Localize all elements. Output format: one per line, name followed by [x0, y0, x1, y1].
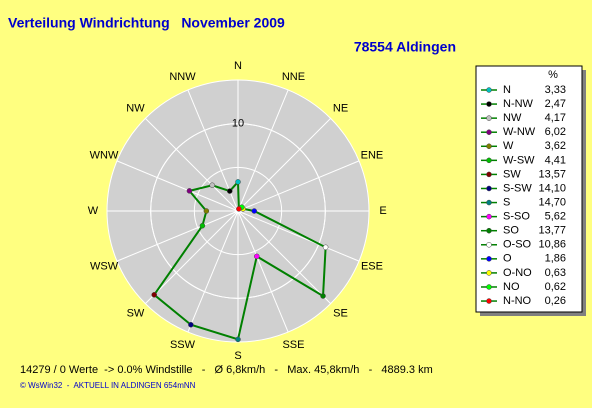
legend-value: 14,70	[538, 196, 566, 208]
chart-subtitle: 78554 Aldingen	[354, 39, 456, 55]
direction-label: SW	[127, 307, 145, 319]
grid-spoke	[237, 210, 289, 333]
legend-marker	[486, 101, 492, 107]
direction-label: W	[88, 205, 99, 217]
legend-label: SO	[503, 225, 519, 237]
direction-label: SE	[333, 307, 348, 319]
direction-label: ENE	[361, 149, 384, 161]
direction-label: NNW	[169, 71, 196, 83]
legend-value: 0,62	[545, 281, 566, 293]
data-point	[236, 206, 242, 212]
legend-label: S	[503, 196, 510, 208]
legend-value: 0,26	[545, 295, 566, 307]
legend-label: NW	[503, 112, 522, 124]
legend-marker	[486, 227, 492, 234]
data-point	[254, 253, 260, 260]
grid-spoke	[116, 210, 239, 262]
data-point	[151, 292, 157, 298]
legend-label: W	[503, 140, 514, 152]
legend-marker	[486, 157, 492, 164]
legend-marker	[486, 256, 492, 262]
r-tick-label: 10	[232, 118, 244, 130]
data-point	[188, 322, 194, 328]
data-point	[226, 188, 233, 194]
legend-value: 13,77	[538, 225, 566, 237]
grid-spoke	[237, 210, 360, 262]
direction-label: ESE	[361, 260, 383, 272]
legend-value: 2,47	[545, 98, 566, 110]
legend-label: N	[503, 84, 511, 96]
chart-title: Verteilung Windrichtung November 2009	[8, 15, 285, 31]
direction-label: N	[234, 60, 242, 72]
data-point	[186, 188, 193, 194]
direction-label: NNE	[282, 71, 305, 83]
legend-title: %	[548, 69, 558, 81]
legend-marker	[486, 115, 492, 121]
footer-stats: 14279 / 0 Werte -> 0.0% Windstille - Ø 6…	[20, 364, 433, 376]
grid-spoke	[145, 118, 239, 212]
direction-label: WNW	[90, 149, 119, 161]
legend-value: 13,57	[538, 168, 566, 180]
data-point	[322, 244, 329, 251]
footer-credit: © WsWin32 - AKTUELL IN ALDINGEN 654mNN	[20, 381, 196, 390]
legend-label: N-NO	[503, 295, 532, 307]
grid-spoke	[237, 118, 331, 212]
legend-value: 4,17	[545, 112, 566, 124]
legend-marker	[486, 298, 492, 304]
legend-value: 0,63	[545, 267, 566, 279]
grid-ring	[150, 123, 326, 299]
legend-marker	[486, 129, 492, 135]
legend-label: NO	[503, 281, 520, 293]
legend-marker	[486, 171, 492, 178]
data-point	[199, 222, 206, 229]
direction-label: SSW	[170, 339, 196, 351]
grid-spoke	[237, 89, 289, 212]
data-point	[235, 179, 241, 185]
direction-label: WSW	[90, 260, 119, 272]
grid-spoke	[116, 160, 239, 212]
legend-marker	[486, 284, 492, 290]
grid-spoke	[237, 210, 331, 304]
legend-value: 10,86	[538, 239, 566, 251]
legend-marker	[486, 185, 492, 192]
legend-label: SW	[503, 168, 521, 180]
grid-spoke	[237, 160, 360, 212]
legend-value: 1,86	[545, 253, 566, 265]
grid-spoke	[187, 210, 239, 333]
direction-label: NW	[126, 102, 145, 114]
data-point	[251, 208, 257, 214]
legend-marker	[486, 270, 492, 276]
legend-label: S-SO	[503, 211, 530, 223]
legend-value: 3,33	[545, 84, 566, 96]
legend-value: 5,62	[545, 211, 566, 223]
legend-value: 3,62	[545, 140, 566, 152]
legend-label: W-SW	[503, 154, 535, 166]
direction-label: NE	[333, 102, 348, 114]
legend-label: S-SW	[503, 182, 532, 194]
legend-label: W-NW	[503, 126, 536, 138]
data-point	[320, 293, 326, 299]
legend-label: O	[503, 253, 512, 265]
legend-marker	[486, 242, 492, 248]
legend-label: O-SO	[503, 239, 532, 251]
direction-label: SSE	[282, 339, 304, 351]
legend-marker	[486, 213, 492, 220]
data-point	[203, 208, 210, 214]
legend-marker	[486, 143, 492, 150]
legend-value: 4,41	[545, 154, 566, 166]
direction-label: E	[379, 205, 386, 217]
legend-label: N-NW	[503, 98, 534, 110]
data-point	[209, 182, 215, 188]
legend-value: 6,02	[545, 126, 566, 138]
legend-marker	[486, 199, 492, 206]
legend-marker	[486, 87, 492, 93]
direction-label: S	[234, 350, 241, 362]
legend-label: O-NO	[503, 267, 532, 279]
data-point	[235, 336, 241, 343]
legend-value: 14,10	[538, 182, 566, 194]
grid-spoke	[145, 210, 239, 304]
